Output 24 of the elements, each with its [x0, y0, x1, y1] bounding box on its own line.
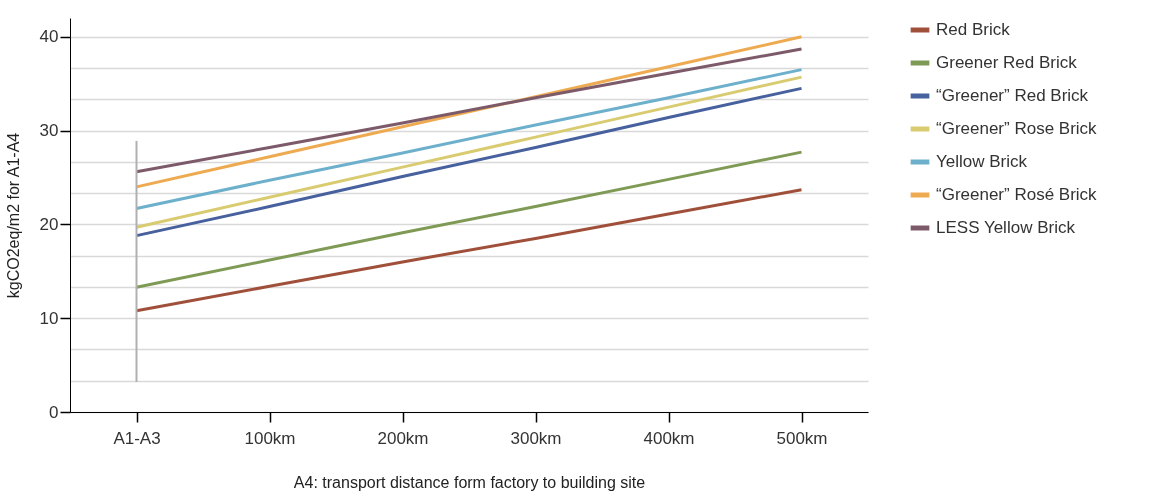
legend-label: Red Brick: [936, 20, 1011, 39]
x-tick-label: 100km: [244, 428, 296, 448]
legend-label: LESS Yellow Brick: [936, 218, 1076, 237]
y-tick-label: 40: [39, 27, 59, 47]
legend-label: “Greener” Rosé Brick: [936, 185, 1098, 204]
legend-label: “Greener” Red Brick: [936, 86, 1089, 105]
line-series: [135, 188, 803, 313]
x-axis-title: A4: transport distance form factory to building site: [293, 473, 646, 491]
x-tick-label: 300km: [510, 428, 562, 448]
y-tick-label: 20: [39, 214, 59, 234]
line-series: [135, 68, 803, 210]
y-tick-label: 30: [39, 121, 59, 141]
line-series: [135, 150, 803, 289]
x-tick-label: A1-A3: [113, 428, 161, 448]
legend-label: “Greener” Rose Brick: [936, 119, 1098, 138]
x-tick-label: 400km: [643, 428, 695, 448]
line-series: [135, 47, 803, 174]
legend-label: Yellow Brick: [936, 152, 1028, 171]
y-axis-title: kgCO2eq/m2 for A1-A4: [4, 132, 22, 299]
x-tick-label: 500km: [776, 428, 828, 448]
y-tick-label: 0: [49, 402, 59, 422]
legend-label: Greener Red Brick: [936, 53, 1078, 72]
y-tick-label: 10: [39, 308, 59, 328]
x-tick-label: 200km: [377, 428, 429, 448]
